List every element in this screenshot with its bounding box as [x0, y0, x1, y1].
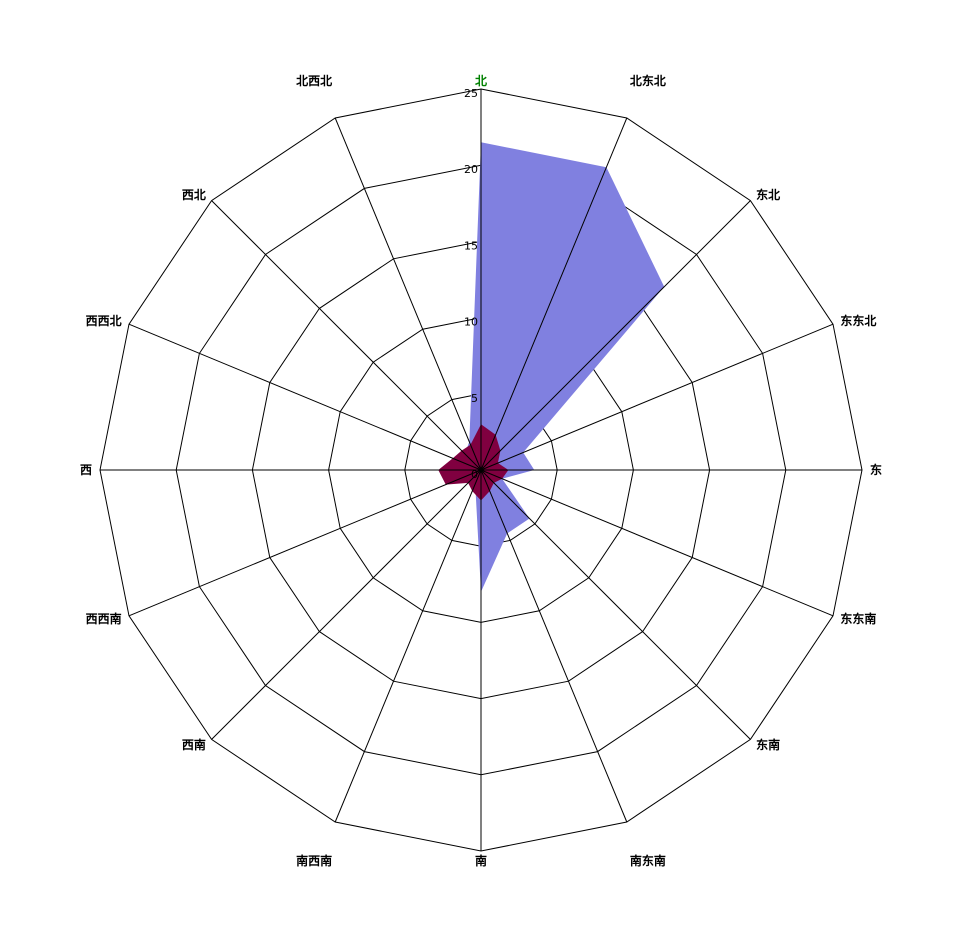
r-tick-label: 15	[464, 239, 478, 252]
direction-label: 东	[870, 462, 882, 477]
direction-label: 北西北	[296, 73, 332, 88]
direction-label: 北	[475, 73, 487, 88]
spoke-line	[212, 201, 481, 470]
direction-label: 南西南	[296, 853, 332, 868]
direction-label: 东东南	[840, 611, 876, 626]
spoke-line	[212, 470, 481, 739]
r-tick-label: 0	[471, 468, 478, 481]
direction-label: 东东北	[840, 313, 876, 328]
spoke-line	[481, 470, 750, 739]
direction-label: 南	[475, 853, 487, 868]
direction-label: 西南	[182, 737, 206, 752]
spoke-line	[335, 470, 481, 822]
r-tick-label: 5	[471, 392, 478, 405]
r-tick-label: 20	[464, 163, 478, 176]
series-area-1	[464, 142, 664, 592]
spoke-line	[129, 324, 481, 470]
axis-layer	[100, 89, 862, 851]
r-tick-label: 25	[464, 87, 478, 100]
spoke-line	[129, 470, 481, 616]
direction-label: 东北	[756, 187, 780, 202]
direction-label: 西北	[182, 187, 206, 202]
spoke-line	[335, 118, 481, 470]
direction-label: 南东南	[630, 853, 666, 868]
direction-label: 东南	[756, 737, 780, 752]
direction-label: 西西南	[86, 611, 122, 626]
spoke-line	[481, 470, 627, 822]
direction-label: 西西北	[86, 313, 122, 328]
r-tick-label: 10	[464, 316, 478, 329]
spoke-line	[481, 470, 833, 616]
direction-label: 北东北	[630, 73, 666, 88]
direction-label: 西	[80, 463, 92, 477]
